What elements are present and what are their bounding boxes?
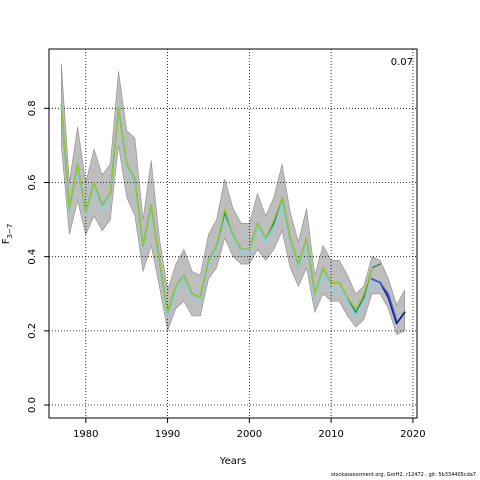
series-line-5 [60, 103, 373, 313]
corner-annotation: 0.07 [391, 57, 413, 68]
y-axis: 0.0 0.2 0.4 0.6 0.8 [27, 100, 49, 413]
y-axis-title-subscript: 3−7 [6, 224, 14, 239]
confidence-band [61, 63, 405, 336]
grid-layer [49, 49, 417, 418]
y-axis-title-main: F [1, 238, 12, 244]
y-tick-label: 0.2 [27, 323, 38, 339]
y-tick-label: 0.8 [27, 100, 38, 116]
x-tick-label: 2000 [237, 429, 262, 440]
x-tick-label: 2010 [318, 429, 343, 440]
x-axis: 1980 1990 2000 2010 2020 [73, 418, 426, 440]
x-tick-label: 2020 [400, 429, 425, 440]
series-layer [60, 103, 406, 325]
series-line-4 [371, 278, 398, 321]
footer-credit: stockassessment.org, GorH2, r12472 , git… [330, 472, 476, 478]
y-axis-title: F3−7 [1, 224, 14, 245]
x-tick-label: 1980 [73, 429, 98, 440]
plot-frame [48, 48, 418, 419]
confidence-band-layer [61, 63, 405, 336]
x-axis-title: Years [219, 456, 246, 467]
x-tick-label: 1990 [155, 429, 180, 440]
y-tick-label: 0.0 [27, 397, 38, 413]
y-tick-label: 0.6 [27, 175, 38, 191]
y-tick-label: 0.4 [27, 249, 38, 265]
